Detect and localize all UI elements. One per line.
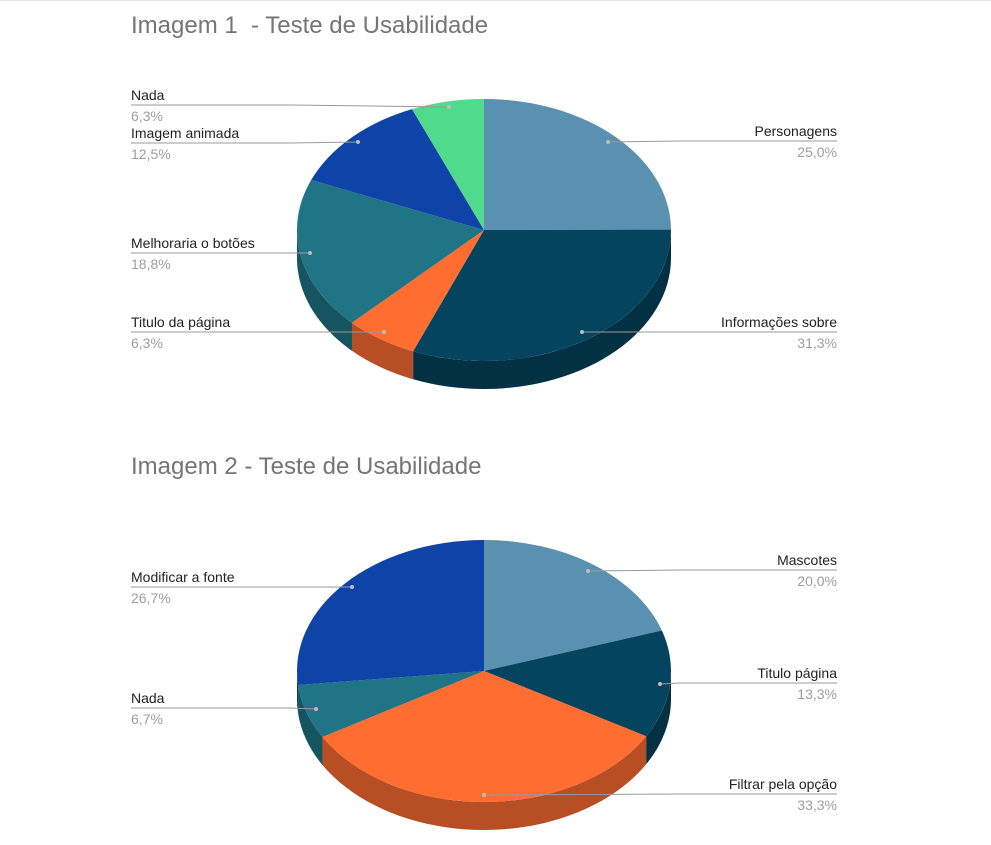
- pie-1-slice-value-5: 6,3%: [131, 108, 163, 124]
- pie-1-leader-dot-1: [580, 330, 584, 334]
- pie-1-leader-line-0: [607, 140, 837, 143]
- pie-2-slice-label-3: Nada: [131, 690, 165, 706]
- pie-1-leader-dot-5: [447, 105, 451, 109]
- pie-1-slice-1: [413, 229, 672, 361]
- pie-2-slice-side-2: [322, 736, 647, 830]
- pie-1-leader-dot-2: [382, 330, 386, 334]
- pie-2-leader-line-0: [587, 569, 837, 572]
- pie-2-leader-dot-0: [586, 569, 590, 573]
- pie-1-leader-line-5: [131, 104, 450, 108]
- pie-2-slice-value-2: 33,3%: [797, 797, 837, 813]
- pie-2-slice-3: [298, 671, 484, 737]
- pie-1-slice-label-4: Imagem animada: [131, 125, 239, 141]
- pie-2-leader-dot-4: [350, 585, 354, 589]
- pie-1-slice-label-5: Nada: [131, 87, 165, 103]
- pie-1-slice-value-0: 25,0%: [797, 144, 837, 160]
- pie-chart-2: Mascotes 20,0% Titulo página 13,3% Filtrar p…: [131, 539, 837, 830]
- pie-1-leader-dot-0: [606, 140, 610, 144]
- pie-2-slice-label-0: Mascotes: [777, 552, 837, 568]
- pie-chart-1: Personagens 25,0% Informações sobre 31,3% Ti…: [131, 87, 837, 389]
- pie-2-leader-dot-3: [314, 707, 318, 711]
- pie-2-leader-line-3: [131, 707, 317, 710]
- pie-1-leader-dot-4: [356, 140, 360, 144]
- pie-2-slice-side-1: [646, 671, 671, 765]
- pie-1-leader-dot-3: [308, 251, 312, 255]
- pie-2-slice-0: [484, 539, 662, 671]
- pie-2-slice-4: [297, 540, 484, 685]
- pie-1-slice-2: [351, 230, 484, 352]
- pie-1-slice-value-2: 6,3%: [131, 335, 163, 351]
- pie-1-slice-label-0: Personagens: [754, 123, 837, 139]
- pie-2-leader-dot-2: [482, 793, 486, 797]
- pie-1-slice-label-1: Informações sobre: [721, 314, 837, 330]
- pie-1-slice-value-3: 18,8%: [131, 256, 171, 272]
- pie-1-slice-label-3: Melhoraria o botões: [131, 235, 255, 251]
- pie-2-slice-side-4: [297, 671, 299, 713]
- pie-1-slice-side-1: [413, 230, 671, 389]
- pie-1-slice-0: [484, 99, 671, 230]
- pie-2-slice-label-4: Modificar a fonte: [131, 569, 235, 585]
- pie-1-slice-side-3: [297, 230, 352, 351]
- pie-1-slice-4: [311, 109, 484, 230]
- pie-2-slice-label-1: Titulo página: [757, 665, 837, 681]
- pie-2-slice-value-3: 6,7%: [131, 711, 163, 727]
- pie-2-slice-side-3: [298, 684, 323, 765]
- pie-2-slice-label-2: Filtrar pela opção: [729, 776, 837, 792]
- pie-2-leader-dot-1: [658, 682, 662, 686]
- pie-1-slice-3: [296, 179, 484, 323]
- pie-1-slice-5: [412, 99, 484, 230]
- top-divider: [0, 0, 991, 1]
- pie-2-slice-value-4: 26,7%: [131, 590, 171, 606]
- chart-1-title: Imagem 1 - Teste de Usabilidade: [131, 12, 489, 39]
- pie-1-slice-value-4: 12,5%: [131, 146, 171, 162]
- pie-2-slice-value-1: 13,3%: [797, 686, 837, 702]
- pie-2-slice-1: [484, 630, 671, 737]
- pie-1-slice-label-2: Titulo da página: [131, 314, 230, 330]
- pie-1-slice-side-2: [351, 322, 414, 380]
- pie-2-slice-2: [322, 671, 647, 802]
- pie-2-leader-line-2: [483, 793, 837, 796]
- pie-2-slice-value-0: 20,0%: [797, 573, 837, 589]
- pie-1-slice-value-1: 31,3%: [797, 335, 837, 351]
- chart-2-title: Imagem 2 - Teste de Usabilidade: [131, 453, 482, 480]
- pie-1-leader-line-4: [131, 141, 359, 144]
- pie-2-leader-line-1: [659, 682, 837, 685]
